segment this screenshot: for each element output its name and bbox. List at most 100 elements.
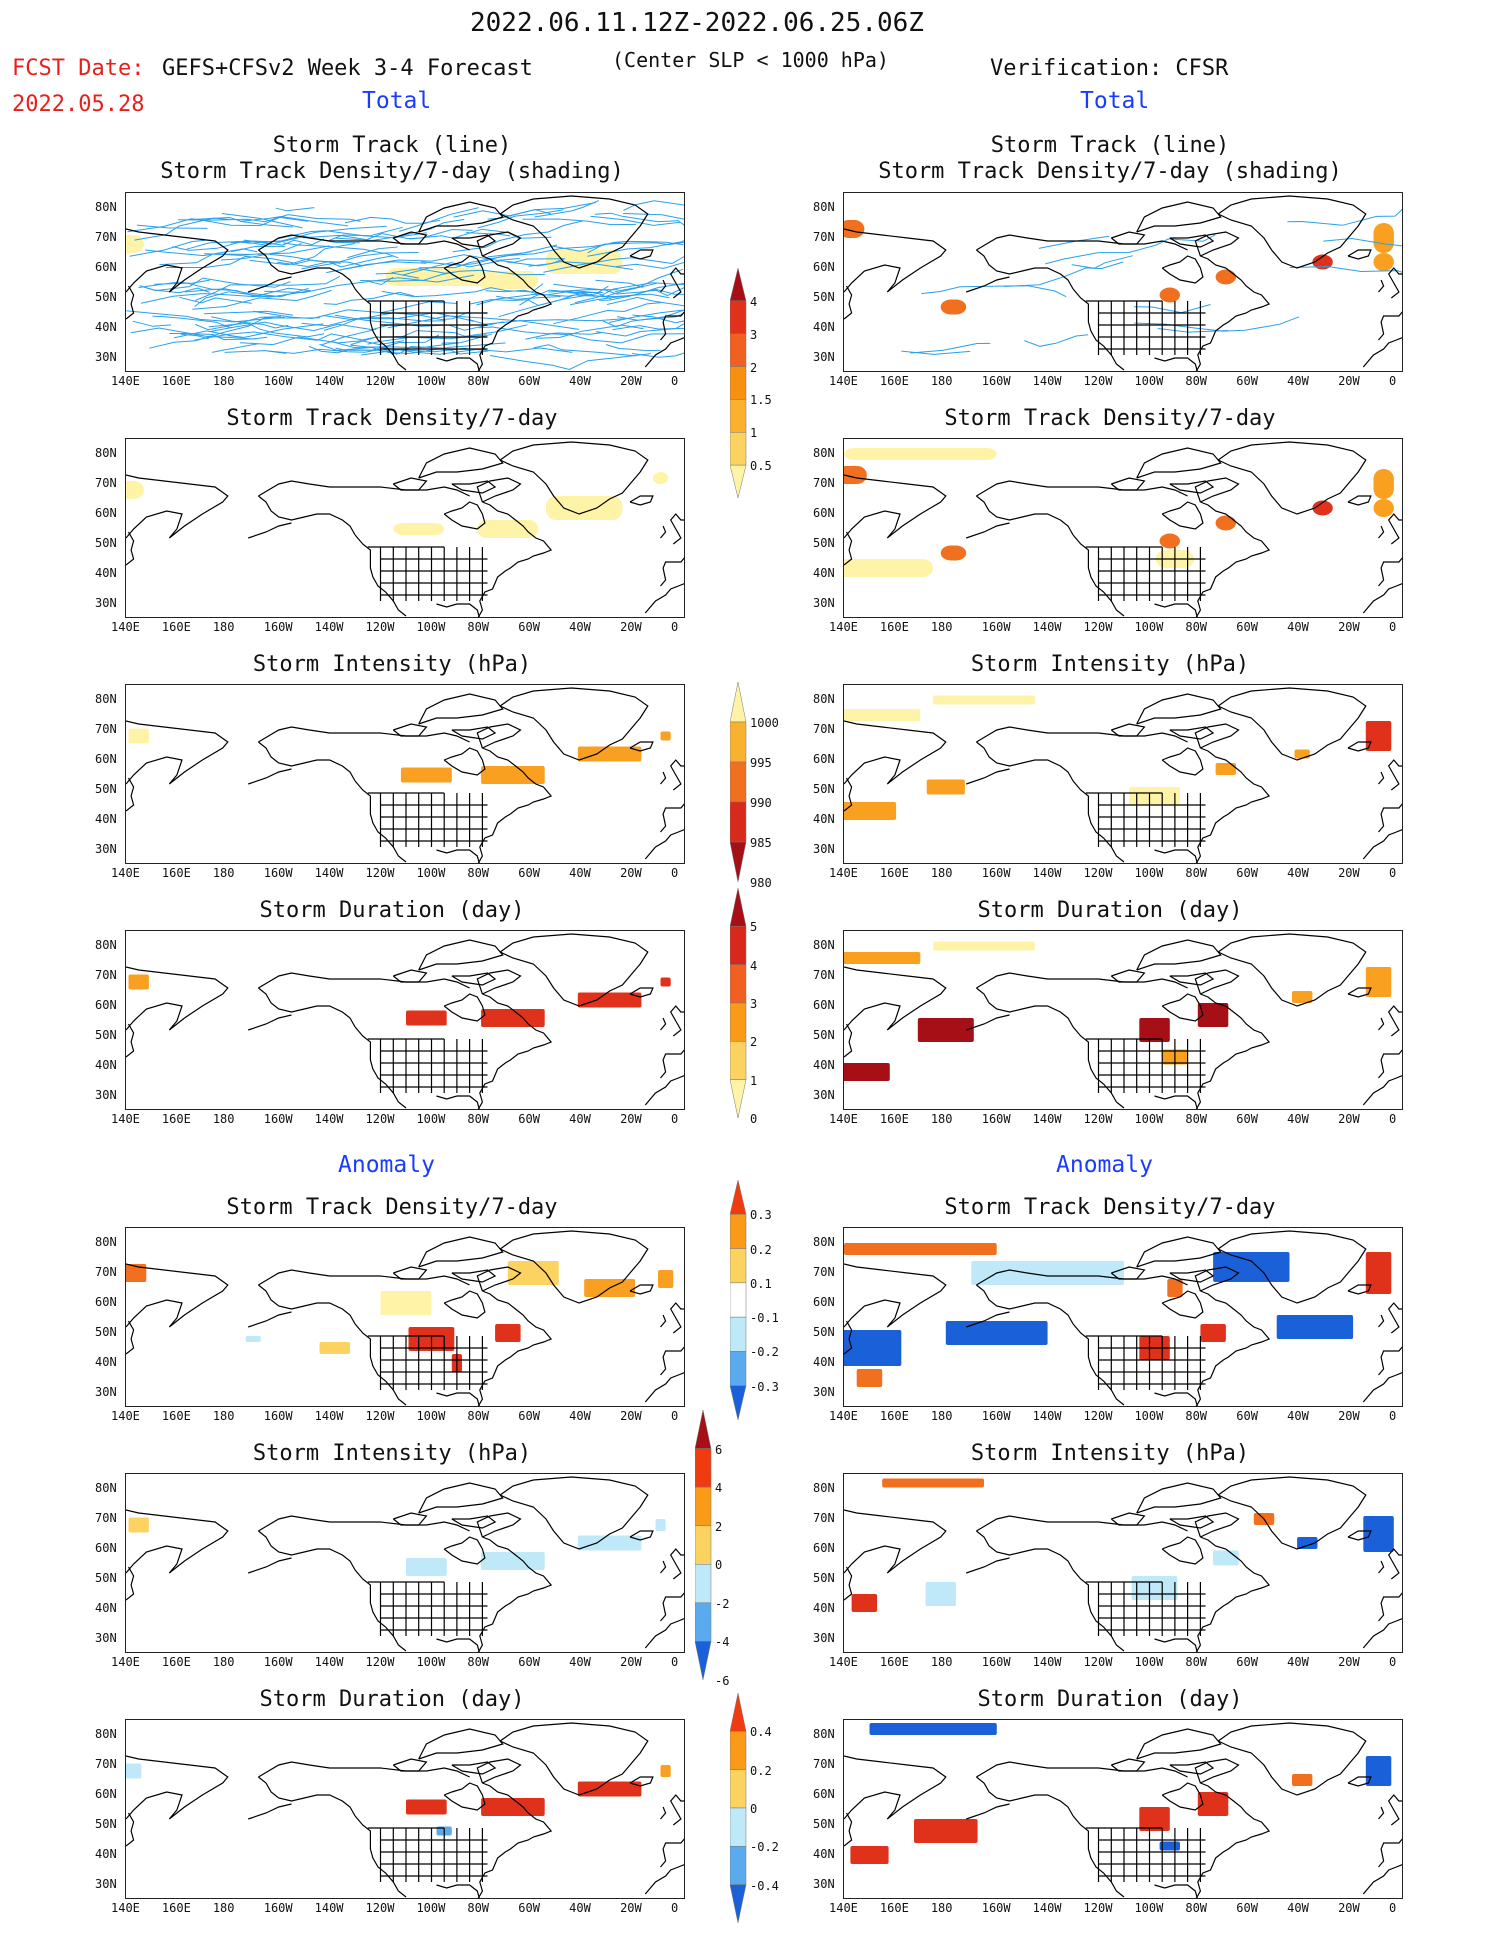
lon-label: 20W [1338,1112,1360,1126]
lat-label: 80N [813,446,835,460]
coast-segment [451,1515,497,1529]
shading-cell [380,1291,432,1315]
map-svg [844,687,1402,863]
colorbar-swatch [730,801,747,843]
coast-segment [1347,987,1372,998]
colorbar-label: 0.2 [750,1242,772,1257]
lon-label: 80W [1185,866,1208,880]
storm-track-line [208,322,325,338]
lon-label: 60W [518,620,540,634]
coast-segment [844,1755,947,1820]
colorbar-swatch [730,366,747,400]
coast-segment [443,1536,486,1565]
coast-segment [976,234,1188,251]
coast-segment [976,1515,1188,1532]
lat-label: 50N [95,1571,117,1585]
lon-label: 140W [1032,374,1062,388]
title-anom-intensity-left: Storm Intensity (hPa) [252,1441,532,1466]
shading-cell [844,1330,902,1366]
lon-label: 160W [981,866,1011,880]
storm-track-line [275,207,315,212]
colorbar-label: -0.4 [750,1878,779,1893]
colorbar-label: 4 [750,294,758,309]
coast-segment [1362,1618,1402,1649]
storm-track-line [477,209,564,229]
lat-label: 80N [95,1235,117,1249]
colorbar-label: 0.4 [750,1725,772,1740]
coast-segment [499,1476,649,1550]
lon-label: 140W [1032,1655,1062,1669]
coast-segment [669,1302,684,1334]
coast-segment [1378,557,1402,587]
coast-segment [966,1803,1010,1820]
lat-label: 70N [813,1757,835,1771]
lat-label: 30N [813,1385,835,1399]
lon-label: 80W [1185,1901,1208,1915]
storm-track-line [132,320,172,327]
lon-label: 40W [1287,374,1309,388]
map-svg [126,195,684,371]
verification-total-duration-map [843,930,1403,1110]
storm-track-line [595,323,684,337]
lon-label: 180 [930,1901,953,1915]
coast-segment [1161,993,1204,1022]
colorbar-swatch [730,964,747,1004]
shading-cell [393,523,445,535]
storm-track-line [319,343,467,353]
coastline [844,195,1402,371]
coastline [126,687,684,863]
storm-track-line [165,255,341,268]
coast-segment [1161,1536,1204,1565]
colorbar-swatch [730,333,747,367]
lat-label: 30N [813,1088,835,1102]
coast-segment [1194,1758,1240,1784]
coast-segment [660,311,684,341]
coast-segment [660,1560,667,1574]
coast-segment [1195,993,1271,1109]
lat-label: 80N [813,692,835,706]
coast-segment [1217,1230,1367,1304]
colorbar-label: -0.3 [750,1379,779,1394]
coast-segment [1161,747,1204,776]
lon-label: 180 [212,1655,235,1669]
colorbar-swatch [730,887,747,927]
colorbar-swatch [730,432,747,466]
lon-label: 0 [671,620,679,634]
coast-segment [354,1323,407,1406]
coast-segment [1110,231,1146,245]
shading-cell [1373,223,1394,253]
colorbar-swatch [730,1282,747,1318]
map-svg [126,687,684,863]
coast-segment [418,1728,504,1760]
coast-segment [443,501,486,530]
forecast-anom-duration-map [125,1719,685,1899]
coast-segment [392,1266,428,1280]
coast-segment [258,495,356,536]
coast-segment [1194,969,1240,995]
coast-segment [1387,513,1402,545]
storm-track-line [230,245,286,253]
lat-label: 50N [813,1028,835,1042]
colorbar-swatch [730,399,747,433]
coast-segment [1347,495,1372,506]
lon-label: 60W [518,1409,540,1423]
shading-cell [1312,254,1333,270]
total-label-left: Total [362,88,432,114]
coast-segment [1195,1536,1271,1652]
lat-label: 60N [95,998,117,1012]
lon-label: 140E [111,374,140,388]
forecast-total-density-map [125,438,685,618]
colorbar-label: 2 [715,1519,723,1534]
colorbar-swatch [730,267,747,302]
shading-cell [128,1517,149,1533]
lat-label: 40N [95,812,117,826]
lon-label: 80W [467,1409,490,1423]
lat-label: 80N [95,938,117,952]
lon-label: 140W [1032,1112,1062,1126]
shading-cell [844,1063,890,1081]
coast-segment [1169,972,1215,986]
lat-label: 40N [95,566,117,580]
coast-segment [126,1263,229,1328]
coast-segment [418,693,504,725]
coast-segment [966,1014,1010,1031]
